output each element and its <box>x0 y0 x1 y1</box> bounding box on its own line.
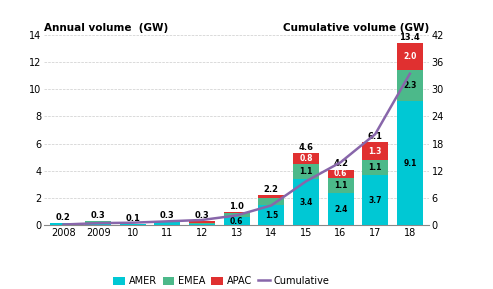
Bar <box>258 198 284 205</box>
Text: 0.3: 0.3 <box>91 211 106 220</box>
Bar <box>85 221 111 223</box>
Text: 2.0: 2.0 <box>403 52 417 61</box>
Bar <box>327 170 353 178</box>
Bar <box>293 179 319 225</box>
Text: 0.2: 0.2 <box>56 213 71 222</box>
Bar <box>224 213 249 217</box>
Bar <box>154 221 180 225</box>
Text: 1.1: 1.1 <box>369 163 382 172</box>
Bar <box>50 223 76 225</box>
Cumulative <box>95 221 101 225</box>
Text: 4.2: 4.2 <box>333 160 348 168</box>
Bar <box>258 195 284 198</box>
Bar <box>397 70 423 101</box>
Cumulative <box>303 180 309 183</box>
Cumulative <box>372 132 378 136</box>
Bar <box>362 142 388 160</box>
Bar <box>293 164 319 179</box>
Bar <box>327 178 353 193</box>
Cumulative <box>407 72 413 75</box>
Text: 0.3: 0.3 <box>195 211 210 220</box>
Cumulative <box>234 214 240 217</box>
Bar <box>189 224 215 225</box>
Bar <box>224 217 249 225</box>
Bar <box>224 212 249 213</box>
Text: 0.3: 0.3 <box>160 211 175 220</box>
Bar <box>189 223 215 224</box>
Text: 2.3: 2.3 <box>403 81 417 90</box>
Cumulative <box>199 218 205 222</box>
Text: 0.8: 0.8 <box>299 154 313 163</box>
Text: 1.3: 1.3 <box>369 147 382 156</box>
Text: 4.6: 4.6 <box>298 143 314 152</box>
Text: 1.0: 1.0 <box>229 202 244 211</box>
Legend: AMER, EMEA, APAC, Cumulative: AMER, EMEA, APAC, Cumulative <box>109 272 333 289</box>
Text: 3.7: 3.7 <box>368 196 382 205</box>
Text: 0.1: 0.1 <box>125 214 140 223</box>
Text: 1.5: 1.5 <box>265 211 278 220</box>
Text: 2.4: 2.4 <box>334 205 347 214</box>
Text: 13.4: 13.4 <box>399 33 420 42</box>
Bar <box>397 101 423 225</box>
Bar <box>120 224 146 225</box>
Bar <box>293 153 319 164</box>
Text: 1.1: 1.1 <box>299 167 313 176</box>
Text: 9.1: 9.1 <box>403 159 417 168</box>
Text: 0.6: 0.6 <box>334 169 347 178</box>
Cumulative <box>130 221 136 225</box>
Text: Cumulative volume (GW): Cumulative volume (GW) <box>282 23 429 33</box>
Line: Cumulative: Cumulative <box>64 74 410 225</box>
Bar <box>189 221 215 223</box>
Bar <box>362 160 388 175</box>
Bar <box>327 193 353 225</box>
Bar <box>397 43 423 70</box>
Text: 3.4: 3.4 <box>299 198 313 207</box>
Cumulative <box>338 161 344 164</box>
Cumulative <box>268 204 274 207</box>
Text: Annual volume  (GW): Annual volume (GW) <box>44 23 169 33</box>
Cumulative <box>61 223 67 226</box>
Bar <box>362 175 388 225</box>
Bar <box>85 223 111 225</box>
Text: 6.1: 6.1 <box>368 132 383 141</box>
Text: 0.6: 0.6 <box>230 217 244 226</box>
Bar <box>258 205 284 225</box>
Text: 2.2: 2.2 <box>264 185 279 194</box>
Text: 1.1: 1.1 <box>334 181 347 190</box>
Cumulative <box>164 220 170 223</box>
